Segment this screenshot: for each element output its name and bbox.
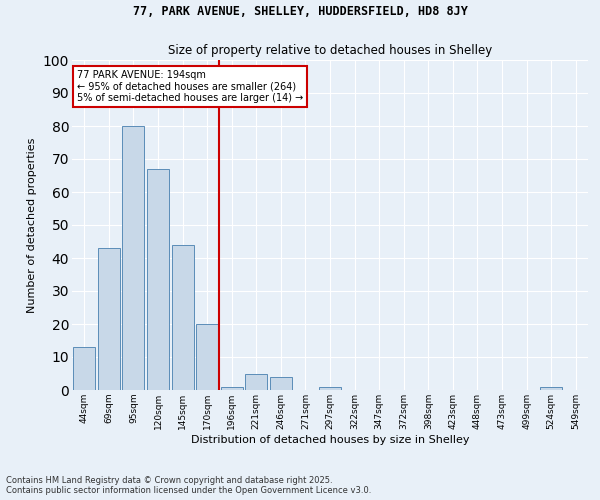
- Text: 77, PARK AVENUE, SHELLEY, HUDDERSFIELD, HD8 8JY: 77, PARK AVENUE, SHELLEY, HUDDERSFIELD, …: [133, 5, 467, 18]
- Bar: [540, 386, 562, 390]
- X-axis label: Distribution of detached houses by size in Shelley: Distribution of detached houses by size …: [191, 434, 469, 444]
- Bar: [122, 126, 145, 390]
- Bar: [221, 386, 243, 390]
- Bar: [270, 377, 292, 390]
- Bar: [73, 347, 95, 390]
- Bar: [319, 386, 341, 390]
- Bar: [98, 248, 120, 390]
- Title: Size of property relative to detached houses in Shelley: Size of property relative to detached ho…: [168, 44, 492, 58]
- Bar: [172, 245, 194, 390]
- Text: Contains HM Land Registry data © Crown copyright and database right 2025.
Contai: Contains HM Land Registry data © Crown c…: [6, 476, 371, 495]
- Bar: [245, 374, 268, 390]
- Y-axis label: Number of detached properties: Number of detached properties: [27, 138, 37, 312]
- Text: 77 PARK AVENUE: 194sqm
← 95% of detached houses are smaller (264)
5% of semi-det: 77 PARK AVENUE: 194sqm ← 95% of detached…: [77, 70, 304, 103]
- Bar: [196, 324, 218, 390]
- Bar: [147, 169, 169, 390]
